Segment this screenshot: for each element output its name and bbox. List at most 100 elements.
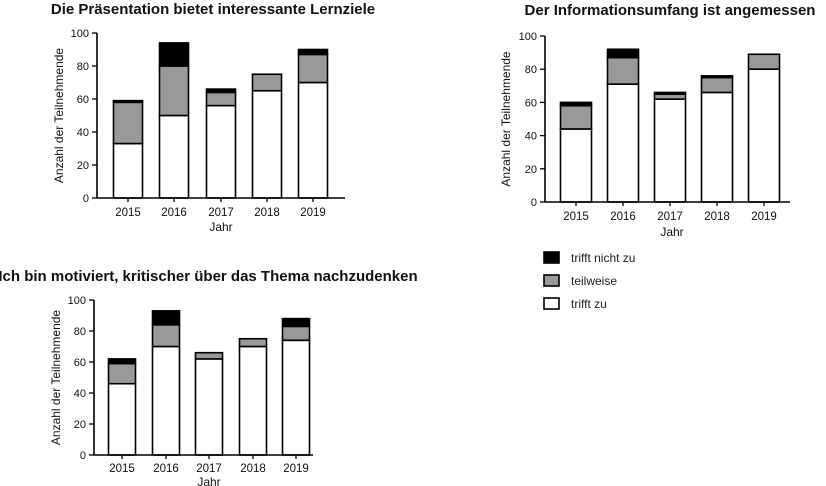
bar-segment-trifft-nicht-zu	[205, 88, 237, 94]
legend-label: teilweise	[571, 274, 617, 288]
bar-segment-trifft-zu	[606, 83, 640, 203]
x-tick-label: 2018	[254, 207, 280, 219]
y-tick-label: 0	[83, 193, 89, 205]
y-tick-label: 100	[68, 295, 86, 307]
y-tick-label: 80	[77, 61, 89, 73]
legend-item: trifft zu	[543, 297, 607, 311]
y-axis-label: Anzahl der Teilnehmende	[49, 310, 63, 446]
y-tick-label: 20	[77, 160, 89, 172]
x-tick-label: 2017	[196, 463, 222, 475]
y-tick-label: 60	[74, 357, 86, 369]
x-tick-label: 2015	[563, 211, 589, 223]
bar-group-2019	[297, 48, 329, 199]
legend-label: trifft zu	[571, 297, 607, 311]
bar-group-2015	[112, 99, 144, 199]
y-tick-label: 100	[519, 31, 537, 43]
bar-segment-teilweise	[238, 337, 268, 348]
x-tick-label: 2019	[300, 207, 326, 219]
chart-title: Der Informationsumfang ist angemessen	[525, 2, 816, 19]
bar-segment-trifft-nicht-zu	[700, 75, 734, 79]
bar-segment-teilweise	[251, 73, 283, 92]
legend-item: trifft nicht zu	[543, 251, 635, 265]
bar-group-2018	[251, 73, 283, 199]
bar-segment-teilweise	[606, 56, 640, 85]
y-tick-label: 40	[77, 127, 89, 139]
bar-segment-teilweise	[281, 325, 311, 342]
y-axis-label: Anzahl der Teilnehmende	[52, 48, 66, 184]
chart-1: Die Präsentation bietet interessante Ler…	[51, 1, 375, 234]
x-tick-label: 2017	[208, 207, 234, 219]
bar-segment-teilweise	[158, 65, 190, 117]
bar-group-2016	[151, 310, 181, 456]
y-tick-label: 0	[531, 197, 537, 209]
y-tick-label: 20	[525, 164, 537, 176]
bar-segment-trifft-zu	[107, 382, 137, 456]
bar-segment-trifft-nicht-zu	[151, 310, 181, 326]
y-tick-label: 0	[80, 450, 86, 462]
x-tick-label: 2019	[283, 463, 309, 475]
y-tick-label: 80	[525, 64, 537, 76]
legend: trifft nicht zu teilweise trifft zu	[543, 251, 635, 311]
y-tick-label: 80	[74, 326, 86, 338]
bar-group-2017	[194, 351, 224, 456]
bar-segment-trifft-nicht-zu	[559, 101, 593, 107]
bar-segment-trifft-nicht-zu	[297, 48, 329, 56]
y-tick-label: 60	[77, 94, 89, 106]
legend-swatch	[543, 251, 560, 264]
x-tick-label: 2016	[610, 211, 636, 223]
bar-segment-trifft-nicht-zu	[112, 99, 144, 104]
bar-segment-trifft-zu	[194, 358, 224, 456]
bar-segment-teilweise	[559, 104, 593, 130]
y-tick-label: 40	[525, 131, 537, 143]
legend-swatch	[543, 274, 560, 287]
bar-group-2018	[700, 75, 734, 203]
bar-group-2018	[238, 337, 268, 456]
chart-2: Der Informationsumfang ist angemessen Anz…	[499, 2, 815, 239]
bar-group-2016	[606, 48, 640, 203]
bar-segment-teilweise	[747, 53, 781, 70]
bar-segment-trifft-zu	[238, 345, 268, 456]
x-tick-label: 2018	[240, 463, 266, 475]
chart-title: Ich bin motiviert, kritischer über das T…	[0, 268, 418, 285]
x-axis-label: Jahr	[197, 475, 220, 486]
bar-segment-trifft-zu	[151, 345, 181, 456]
x-tick-label: 2016	[161, 207, 187, 219]
bar-segment-teilweise	[107, 362, 137, 385]
legend-label: trifft nicht zu	[571, 251, 635, 265]
bar-segment-teilweise	[112, 101, 144, 145]
x-tick-label: 2019	[751, 211, 777, 223]
bar-segment-trifft-zu	[700, 91, 734, 203]
bar-group-2015	[107, 358, 137, 456]
bar-segment-trifft-zu	[281, 339, 311, 456]
bar-segment-trifft-zu	[205, 104, 237, 199]
bar-segment-trifft-nicht-zu	[107, 358, 137, 365]
bar-group-2017	[205, 88, 237, 199]
bar-segment-trifft-zu	[747, 68, 781, 203]
bar-group-2017	[653, 91, 687, 203]
chart-title: Die Präsentation bietet interessante Ler…	[51, 1, 375, 18]
bar-segment-trifft-zu	[653, 98, 687, 203]
bar-segment-trifft-zu	[559, 128, 593, 203]
bar-group-2016	[158, 42, 190, 199]
bar-segment-trifft-zu	[158, 114, 190, 199]
bar-group-2015	[559, 101, 593, 203]
bar-segment-trifft-nicht-zu	[281, 317, 311, 328]
chart-3: Ich bin motiviert, kritischer über das T…	[0, 268, 418, 486]
bar-segment-trifft-zu	[112, 142, 144, 199]
bar-segment-trifft-zu	[251, 89, 283, 199]
legend-swatch	[543, 297, 560, 310]
bar-segment-teilweise	[700, 76, 734, 94]
bar-segment-teilweise	[151, 323, 181, 348]
x-tick-label: 2016	[153, 463, 179, 475]
x-tick-label: 2015	[109, 463, 135, 475]
x-tick-label: 2018	[704, 211, 730, 223]
bar-segment-trifft-nicht-zu	[158, 42, 190, 67]
y-tick-label: 100	[71, 28, 89, 40]
bar-segment-trifft-zu	[297, 81, 329, 199]
y-tick-label: 20	[74, 419, 86, 431]
y-axis-label: Anzahl der Teilnehmende	[499, 51, 513, 187]
bar-group-2019	[281, 317, 311, 456]
x-tick-label: 2015	[115, 207, 141, 219]
bar-segment-teilweise	[205, 91, 237, 107]
